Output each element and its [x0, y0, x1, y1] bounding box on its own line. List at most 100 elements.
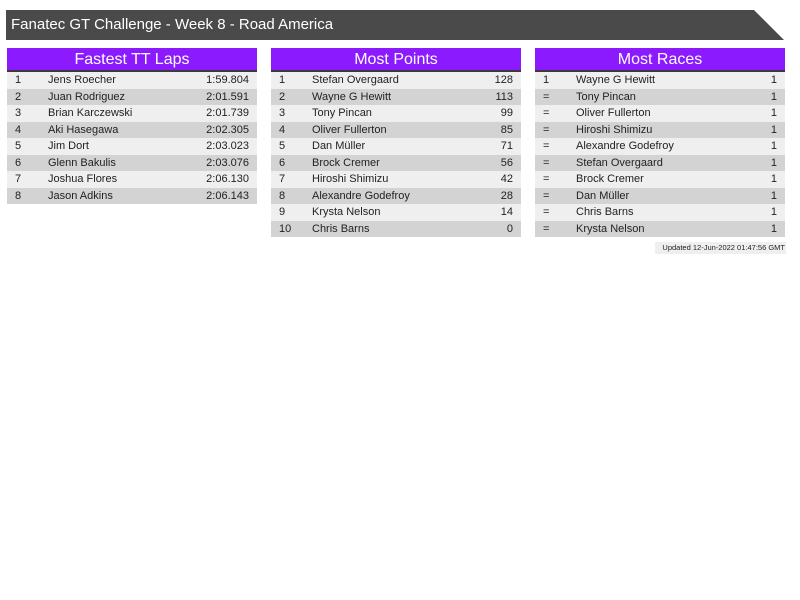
table-row: = Dan Müller 1	[535, 187, 785, 204]
value: 128	[494, 74, 513, 86]
value: 2:03.076	[206, 156, 249, 169]
updated-timestamp: Updated 12-Jun-2022 01:47:56 GMT	[655, 242, 786, 254]
value: 2:02.305	[206, 123, 249, 136]
driver-name: Brock Cremer	[576, 173, 644, 185]
driver-name: Chris Barns	[312, 222, 370, 235]
page-title: Fanatec GT Challenge - Week 8 - Road Ame…	[6, 10, 784, 40]
panel-header: Most Points	[271, 48, 521, 72]
value: 71	[500, 140, 513, 152]
position: 1	[279, 74, 286, 86]
driver-name: Oliver Fullerton	[312, 123, 387, 136]
position: 9	[279, 206, 286, 218]
table-row: = Stefan Overgaard 1	[535, 154, 785, 171]
position: =	[543, 156, 550, 169]
table-row: = Alexandre Godefroy 1	[535, 138, 785, 155]
position: 2	[279, 90, 286, 103]
position: 8	[15, 189, 22, 202]
value: 1	[770, 90, 777, 103]
value: 2:06.143	[206, 189, 249, 202]
value: 0	[506, 222, 513, 235]
table-row: 8 Jason Adkins 2:06.143	[7, 187, 257, 204]
position: =	[543, 189, 550, 202]
driver-name: Aki Hasegawa	[48, 123, 119, 136]
driver-name: Jim Dort	[48, 140, 89, 152]
table-row: 4 Aki Hasegawa 2:02.305	[7, 121, 257, 138]
driver-name: Tony Pincan	[312, 107, 372, 119]
driver-name: Krysta Nelson	[312, 206, 381, 218]
panel-header: Most Races	[535, 48, 785, 72]
driver-name: Brian Karczewski	[48, 107, 133, 119]
table-body: 1 Stefan Overgaard 128 2 Wayne G Hewitt …	[271, 72, 521, 237]
value: 1	[770, 107, 777, 119]
table-row: 2 Wayne G Hewitt 113	[271, 88, 521, 105]
driver-name: Chris Barns	[576, 206, 634, 218]
position: 1	[15, 74, 22, 86]
position: =	[543, 123, 550, 136]
position: =	[543, 107, 550, 119]
driver-name: Stefan Overgaard	[576, 156, 663, 169]
value: 56	[500, 156, 513, 169]
position: =	[543, 90, 550, 103]
value: 1	[770, 222, 777, 235]
value: 85	[500, 123, 513, 136]
table-row: = Brock Cremer 1	[535, 171, 785, 188]
position: 7	[15, 173, 22, 185]
table-row: 3 Tony Pincan 99	[271, 105, 521, 122]
value: 2:01.591	[206, 90, 249, 103]
position: 8	[279, 189, 286, 202]
driver-name: Dan Müller	[312, 140, 366, 152]
position: 3	[279, 107, 286, 119]
driver-name: Wayne G Hewitt	[576, 74, 656, 86]
value: 28	[500, 189, 513, 202]
position: 2	[15, 90, 22, 103]
position: 4	[15, 123, 22, 136]
driver-name: Wayne G Hewitt	[312, 90, 392, 103]
driver-name: Juan Rodriguez	[48, 90, 126, 103]
table-row: 10 Chris Barns 0	[271, 220, 521, 237]
driver-name: Alexandre Godefroy	[312, 189, 410, 202]
table-row: 1 Jens Roecher 1:59.804	[7, 72, 257, 89]
position: 3	[15, 107, 22, 119]
position: 1	[543, 74, 550, 86]
value: 1	[770, 206, 777, 218]
value: 113	[495, 90, 513, 103]
position: =	[543, 140, 550, 152]
table-body: 1 Wayne G Hewitt 1 = Tony Pincan 1 = Oli…	[535, 72, 785, 237]
table-row: 4 Oliver Fullerton 85	[271, 121, 521, 138]
value: 1	[770, 156, 777, 169]
position: 6	[279, 156, 286, 169]
position: =	[543, 206, 550, 218]
driver-name: Hiroshi Shimizu	[312, 173, 389, 185]
value: 2:03.023	[206, 140, 249, 152]
position: =	[543, 173, 550, 185]
driver-name: Tony Pincan	[576, 90, 636, 103]
value: 1:59.804	[206, 74, 249, 86]
table-row: 7 Joshua Flores 2:06.130	[7, 171, 257, 188]
fastest-tt-laps-panel: Fastest TT Laps 1 Jens Roecher 1:59.804 …	[7, 48, 257, 204]
table-row: 8 Alexandre Godefroy 28	[271, 187, 521, 204]
value: 1	[770, 189, 777, 202]
driver-name: Alexandre Godefroy	[576, 140, 674, 152]
value: 1	[770, 140, 777, 152]
driver-name: Brock Cremer	[312, 156, 380, 169]
driver-name: Krysta Nelson	[576, 222, 645, 235]
driver-name: Glenn Bakulis	[48, 156, 116, 169]
position: 4	[279, 123, 286, 136]
value: 42	[500, 173, 513, 185]
table-row: 3 Brian Karczewski 2:01.739	[7, 105, 257, 122]
table-row: = Krysta Nelson 1	[535, 220, 785, 237]
position: 7	[279, 173, 286, 185]
driver-name: Oliver Fullerton	[576, 107, 651, 119]
panel-header: Fastest TT Laps	[7, 48, 257, 72]
driver-name: Hiroshi Shimizu	[576, 123, 653, 136]
position: 5	[15, 140, 22, 152]
value: 2:06.130	[206, 173, 249, 185]
value: 99	[500, 107, 513, 119]
table-row: 5 Jim Dort 2:03.023	[7, 138, 257, 155]
driver-name: Jens Roecher	[48, 74, 116, 86]
table-row: = Chris Barns 1	[535, 204, 785, 221]
value: 1	[770, 173, 777, 185]
driver-name: Dan Müller	[576, 189, 630, 202]
position: 5	[279, 140, 286, 152]
table-row: 6 Glenn Bakulis 2:03.076	[7, 154, 257, 171]
